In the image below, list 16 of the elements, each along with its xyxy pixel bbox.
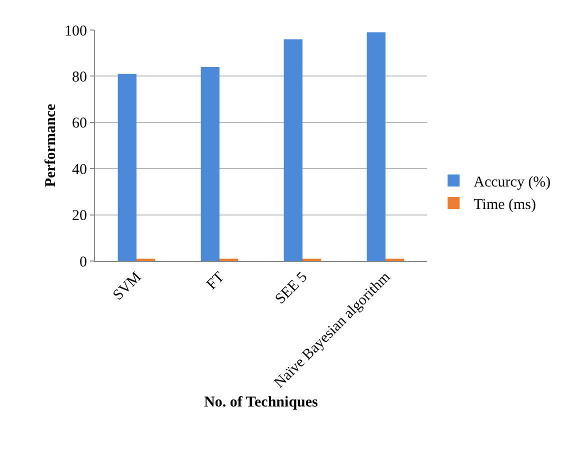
bar [118, 74, 136, 261]
x-tick-label: FT [204, 269, 228, 294]
y-tick-label: 100 [64, 23, 87, 40]
bar [200, 66, 220, 261]
y-tick-label: 40 [72, 162, 87, 178]
x-axis-title: No. of Techniques [204, 394, 318, 410]
y-tick-label: 60 [72, 116, 87, 132]
bar [366, 32, 386, 261]
y-axis-title: Performance [43, 104, 59, 188]
y-tick-label: 20 [72, 208, 87, 224]
y-tick-label: 80 [72, 69, 87, 86]
legend-label: Accurcy (%) [474, 174, 551, 190]
y-tick-label: 0 [80, 254, 87, 270]
x-tick-label: SEE 5 [272, 269, 311, 308]
legend-label: Time (ms) [474, 196, 536, 213]
bar [284, 39, 302, 261]
